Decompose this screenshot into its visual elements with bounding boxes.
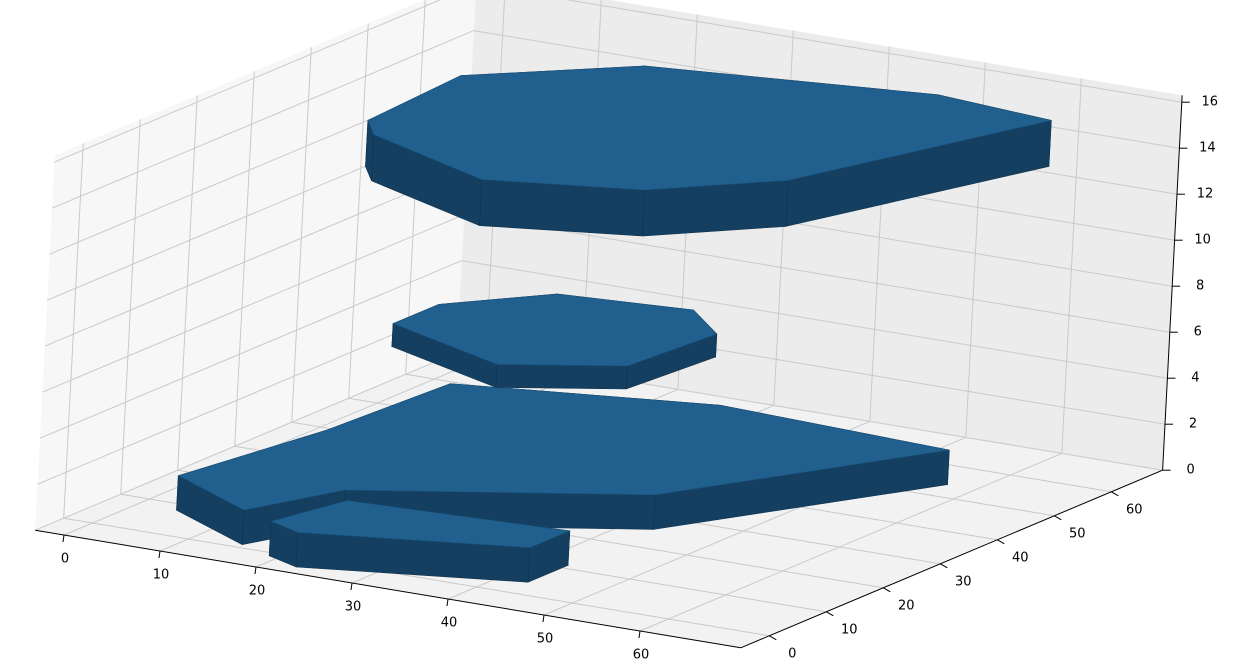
- z-tick-label: 6: [1194, 325, 1202, 340]
- z-tick-label: 2: [1189, 417, 1197, 432]
- grid-line: [44, 168, 467, 347]
- z-tick-label: 10: [1194, 233, 1211, 248]
- grid-line: [1061, 78, 1082, 454]
- x-tick-label: 40: [441, 616, 458, 631]
- grid-line: [51, 30, 474, 209]
- grid-line: [234, 71, 255, 447]
- z-tick-label: 0: [1186, 463, 1194, 478]
- voxel-top: [392, 293, 718, 367]
- grid-line: [177, 95, 198, 471]
- x-tick: [542, 614, 545, 623]
- voxel-top: [177, 383, 950, 511]
- x-tick-label: 50: [537, 632, 554, 647]
- y-tick: [769, 635, 777, 641]
- y-tick-label: 10: [841, 622, 858, 637]
- grid-line: [63, 143, 84, 519]
- grid-line: [291, 47, 312, 423]
- pane-left: [35, 0, 476, 531]
- x-tick-label: 10: [153, 568, 170, 583]
- y-tick: [1054, 515, 1062, 521]
- y-tick-label: 20: [898, 598, 915, 613]
- grid-line: [120, 119, 141, 495]
- z-axis: [1162, 95, 1183, 471]
- x-tick-label: 60: [633, 648, 650, 663]
- voxel-top: [270, 500, 571, 549]
- y-tick: [997, 539, 1005, 545]
- x-tick: [158, 550, 161, 559]
- x-tick: [62, 534, 65, 543]
- y-tick-label: 50: [1069, 526, 1086, 541]
- x-tick-label: 0: [61, 552, 69, 567]
- x-tick: [350, 582, 353, 591]
- y-tick: [940, 563, 948, 569]
- grid-line: [348, 23, 369, 399]
- grid-line: [464, 214, 1170, 333]
- y-tick-label: 40: [1012, 550, 1029, 565]
- z-tick-label: 12: [1197, 187, 1214, 202]
- x-tick-label: 30: [345, 600, 362, 615]
- y-tick-label: 60: [1126, 502, 1143, 517]
- y-tick: [1111, 491, 1119, 497]
- y-tick: [883, 587, 891, 593]
- grid-line: [63, 517, 770, 637]
- voxel-top: [367, 65, 1052, 191]
- grid-line: [37, 306, 460, 485]
- grid-line: [461, 260, 1168, 379]
- grid-line: [639, 452, 1062, 632]
- grid-line: [35, 352, 458, 531]
- z-tick-label: 8: [1196, 279, 1204, 294]
- voxel-side: [495, 364, 628, 390]
- grid-line: [42, 214, 465, 393]
- x-tick-label: 20: [249, 584, 266, 599]
- z-tick-label: 16: [1202, 95, 1219, 110]
- x-tick: [254, 566, 257, 575]
- y-tick-label: 30: [955, 574, 972, 589]
- grid-line: [39, 260, 462, 439]
- x-tick: [638, 630, 641, 639]
- grid-line: [565, 0, 1182, 103]
- z-tick-label: 14: [1199, 141, 1216, 156]
- y-tick: [826, 611, 834, 617]
- x-axis: [35, 529, 741, 649]
- grid-line: [54, 0, 441, 163]
- y-axis: [740, 469, 1163, 649]
- y-tick-label: 0: [788, 646, 796, 661]
- z-tick-label: 4: [1191, 371, 1199, 386]
- x-tick: [446, 598, 449, 607]
